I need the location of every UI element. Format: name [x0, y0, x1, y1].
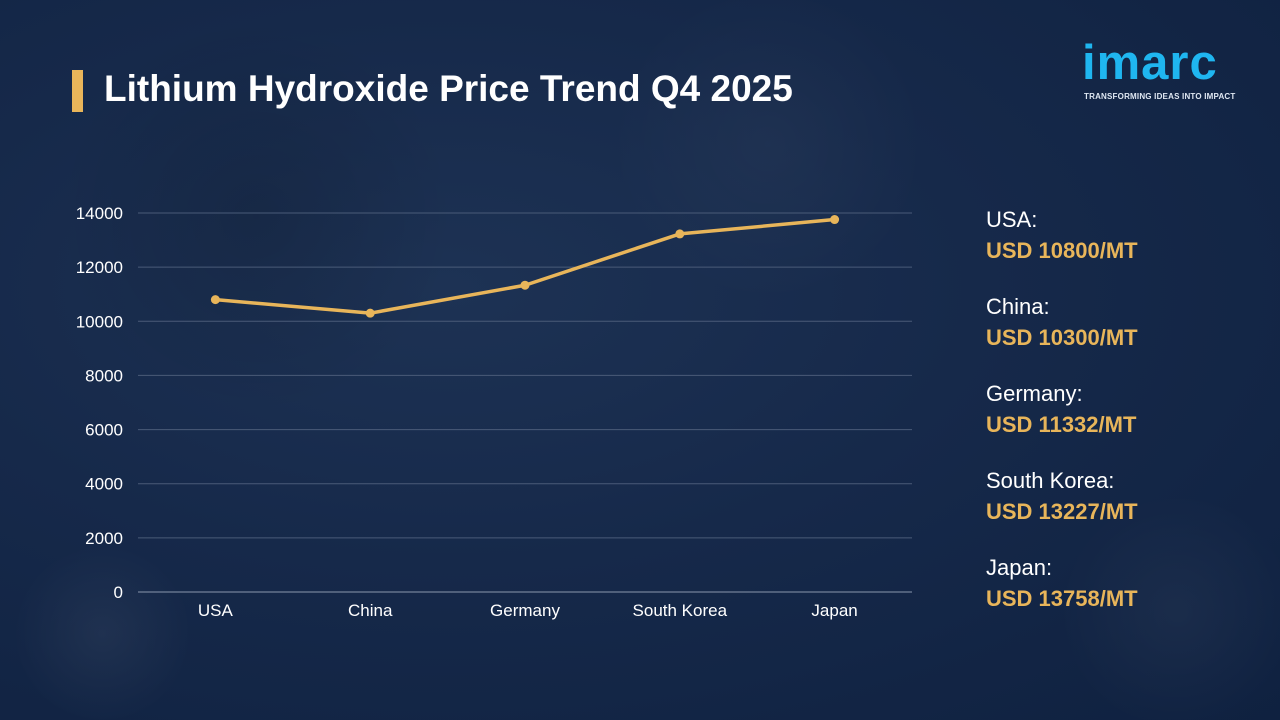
data-point [365, 308, 375, 318]
data-point [520, 280, 530, 290]
imarc-logo: imarc TRANSFORMING IDEAS INTO IMPACT [1082, 38, 1252, 106]
logo-wordmark: imarc [1082, 36, 1218, 90]
data-point [830, 215, 840, 225]
y-axis-tick-labels: 0 2000 4000 6000 8000 10000 12000 14000 [76, 204, 123, 602]
series-line-layer [213, 217, 837, 315]
series-line [213, 217, 837, 315]
line-chart: 0 2000 4000 6000 8000 10000 12000 14000 USA Chin… [76, 204, 912, 620]
price-country-label: Japan: [986, 555, 1053, 580]
price-item-japan: Japan: USD 13758/MT [986, 553, 1266, 640]
price-country-label: USA: [986, 207, 1038, 232]
price-item-china: China: USD 10300/MT [986, 292, 1266, 379]
y-tick-label: 2000 [85, 529, 123, 548]
price-value: USD 10800/MT [986, 238, 1138, 263]
y-tick-label: 12000 [76, 258, 123, 277]
x-tick-label: China [348, 601, 393, 620]
price-item-south-korea: South Korea: USD 13227/MT [986, 466, 1266, 553]
price-value: USD 11332/MT [986, 412, 1137, 437]
y-tick-label: 0 [114, 583, 123, 602]
price-item-usa: USA: USD 10800/MT [986, 205, 1266, 292]
price-country-label: South Korea: [986, 468, 1115, 493]
data-point [675, 229, 685, 239]
y-tick-label: 10000 [76, 312, 123, 331]
price-country-label: China: [986, 294, 1050, 319]
price-value: USD 10300/MT [986, 325, 1138, 350]
title-accent-bar [72, 70, 83, 112]
x-tick-label: Japan [811, 601, 857, 620]
price-value: USD 13758/MT [986, 586, 1138, 611]
y-tick-label: 6000 [85, 421, 123, 440]
y-tick-label: 4000 [85, 475, 123, 494]
chart-gridlines [138, 212, 912, 593]
y-tick-label: 8000 [85, 366, 123, 385]
x-tick-label: USA [198, 601, 234, 620]
price-summary-panel: USA: USD 10800/MT China: USD 10300/MT Ge… [986, 205, 1266, 640]
logo-tagline: TRANSFORMING IDEAS INTO IMPACT [1084, 92, 1236, 101]
x-tick-label: South Korea [633, 601, 728, 620]
price-value: USD 13227/MT [986, 499, 1138, 524]
x-axis-tick-labels: USA China Germany South Korea Japan [198, 601, 858, 620]
x-tick-label: Germany [490, 601, 560, 620]
price-country-label: Germany: [986, 381, 1083, 406]
price-item-germany: Germany: USD 11332/MT [986, 379, 1266, 466]
data-point [210, 295, 220, 305]
page-title: Lithium Hydroxide Price Trend Q4 2025 [104, 68, 793, 109]
y-tick-label: 14000 [76, 204, 123, 223]
series-points [210, 215, 840, 318]
